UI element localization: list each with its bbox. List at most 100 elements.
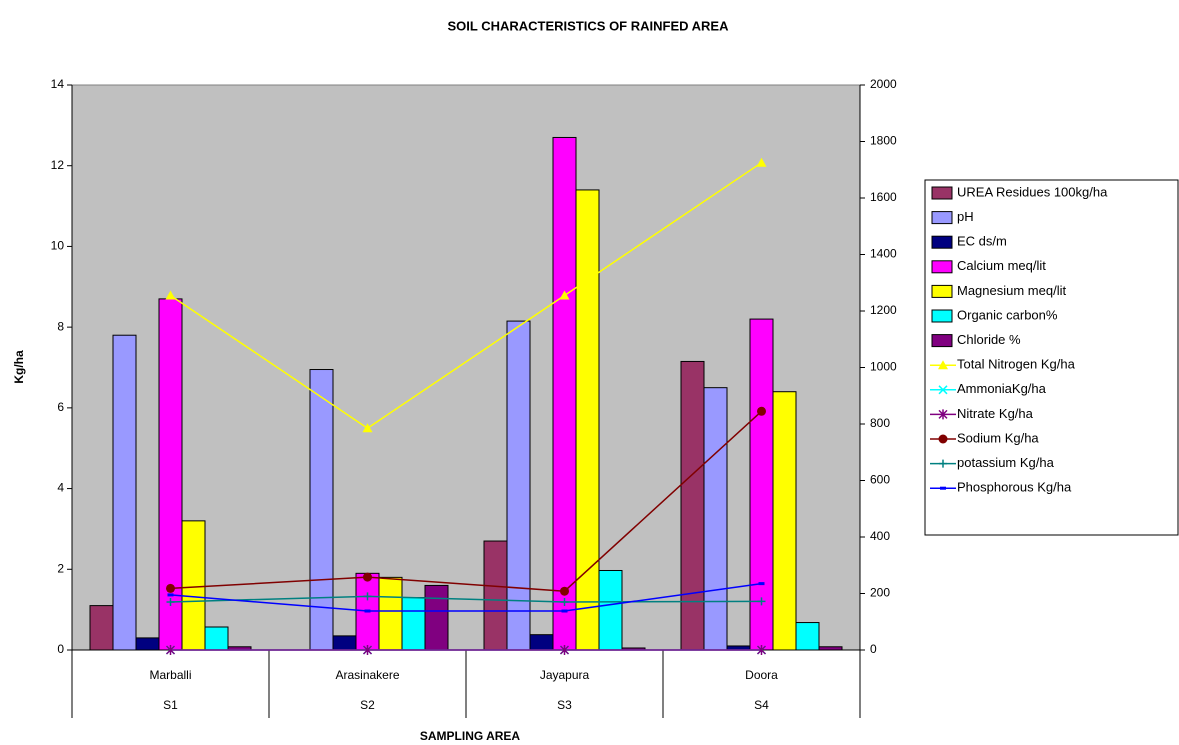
y-tick-label: 2 bbox=[57, 561, 64, 575]
legend-label: UREA Residues 100kg/ha bbox=[957, 184, 1108, 199]
legend-label: EC ds/m bbox=[957, 234, 1007, 249]
bar bbox=[483, 540, 508, 651]
line-series bbox=[170, 410, 763, 593]
line-marker bbox=[560, 597, 569, 606]
line-marker bbox=[757, 406, 766, 416]
legend-label: Total Nitrogen Kg/ha bbox=[957, 357, 1076, 372]
legend-swatch bbox=[931, 334, 953, 348]
y-tick-label: 4 bbox=[57, 481, 64, 495]
legend-label: potassium Kg/ha bbox=[957, 455, 1055, 470]
x-axis-label: SAMPLING AREA bbox=[420, 729, 521, 743]
y2-tick-label: 600 bbox=[870, 473, 890, 487]
bar bbox=[703, 387, 728, 651]
legend-label: pH bbox=[957, 209, 974, 224]
legend-swatch bbox=[931, 284, 953, 298]
y-tick-label: 12 bbox=[51, 158, 65, 172]
bar bbox=[680, 360, 705, 651]
bar bbox=[158, 298, 183, 651]
bar bbox=[378, 576, 403, 651]
legend-label: Phosphorous Kg/ha bbox=[957, 480, 1072, 495]
bar bbox=[89, 605, 114, 651]
x-tick-label: Arasinakere bbox=[335, 668, 399, 682]
legend-label: Organic carbon% bbox=[957, 307, 1058, 322]
y2-tick-label: 200 bbox=[870, 586, 890, 600]
y-tick-label: 8 bbox=[57, 319, 64, 333]
y2-tick-label: 400 bbox=[870, 529, 890, 543]
bar bbox=[529, 634, 554, 651]
line-marker bbox=[757, 597, 766, 606]
line-marker bbox=[166, 583, 175, 593]
y2-tick-label: 1000 bbox=[870, 360, 897, 374]
line-marker bbox=[756, 645, 767, 655]
legend-swatch bbox=[931, 309, 953, 323]
line-marker bbox=[362, 423, 373, 433]
bar bbox=[135, 637, 160, 651]
line-marker bbox=[363, 592, 372, 601]
bar bbox=[424, 584, 449, 651]
y-tick-label: 10 bbox=[51, 239, 65, 253]
x-tick-label: Doora bbox=[745, 668, 778, 682]
line-marker bbox=[165, 645, 176, 655]
line-marker bbox=[559, 290, 570, 300]
y-tick-label: 0 bbox=[57, 642, 64, 656]
legend-label: AmmoniaKg/ha bbox=[957, 381, 1047, 396]
bar bbox=[401, 597, 426, 651]
line-series bbox=[170, 582, 762, 612]
line-marker bbox=[756, 157, 767, 167]
line-marker bbox=[758, 582, 765, 586]
legend-marker bbox=[938, 360, 948, 370]
x-tick-code: S1 bbox=[163, 698, 178, 712]
legend-label: Nitrate Kg/ha bbox=[957, 406, 1034, 421]
bar bbox=[181, 520, 206, 651]
legend-marker bbox=[938, 434, 948, 444]
bar bbox=[332, 635, 357, 651]
y2-tick-label: 2000 bbox=[870, 77, 897, 91]
line-marker bbox=[561, 609, 568, 613]
y2-tick-label: 0 bbox=[870, 642, 877, 656]
line-marker bbox=[167, 593, 174, 597]
bar bbox=[772, 391, 797, 651]
y2-tick-label: 800 bbox=[870, 416, 890, 430]
legend-label: Calcium meq/lit bbox=[957, 258, 1046, 273]
y2-tick-label: 1600 bbox=[870, 190, 897, 204]
line-marker bbox=[166, 597, 175, 606]
line-marker bbox=[559, 645, 570, 655]
x-tick-code: S3 bbox=[557, 698, 572, 712]
bar bbox=[552, 136, 577, 651]
legend-swatch bbox=[931, 235, 953, 249]
bar bbox=[575, 189, 600, 651]
y2-tick-label: 1200 bbox=[870, 303, 897, 317]
bar bbox=[795, 622, 820, 651]
legend-label: Chloride % bbox=[957, 332, 1021, 347]
legend-swatch bbox=[931, 186, 953, 200]
chart-title: SOIL CHARACTERISTICS OF RAINFED AREA bbox=[448, 18, 730, 33]
bar bbox=[598, 569, 623, 651]
line-marker bbox=[165, 290, 176, 300]
y2-tick-label: 1800 bbox=[870, 134, 897, 148]
legend-box bbox=[924, 179, 1179, 536]
line-marker bbox=[363, 572, 372, 582]
legend-label: Sodium Kg/ha bbox=[957, 430, 1039, 445]
line-series bbox=[170, 162, 762, 430]
bar bbox=[204, 626, 229, 651]
legend-swatch bbox=[931, 211, 953, 225]
x-tick-code: S2 bbox=[360, 698, 375, 712]
line-marker bbox=[362, 645, 373, 655]
x-tick-label: Jayapura bbox=[540, 668, 590, 682]
y-tick-label: 6 bbox=[57, 400, 64, 414]
legend-marker bbox=[938, 409, 948, 420]
legend-swatch bbox=[931, 260, 953, 274]
line-marker bbox=[560, 586, 569, 596]
legend-marker bbox=[940, 486, 946, 490]
line-series bbox=[170, 595, 762, 603]
x-tick-code: S4 bbox=[754, 698, 769, 712]
bar bbox=[112, 334, 137, 651]
x-tick-label: Marballi bbox=[149, 668, 191, 682]
line-marker bbox=[364, 609, 371, 613]
y-tick-label: 14 bbox=[51, 77, 65, 91]
legend-marker bbox=[938, 385, 948, 395]
y-axis-label: Kg/ha bbox=[12, 350, 26, 384]
legend-marker bbox=[939, 459, 947, 468]
